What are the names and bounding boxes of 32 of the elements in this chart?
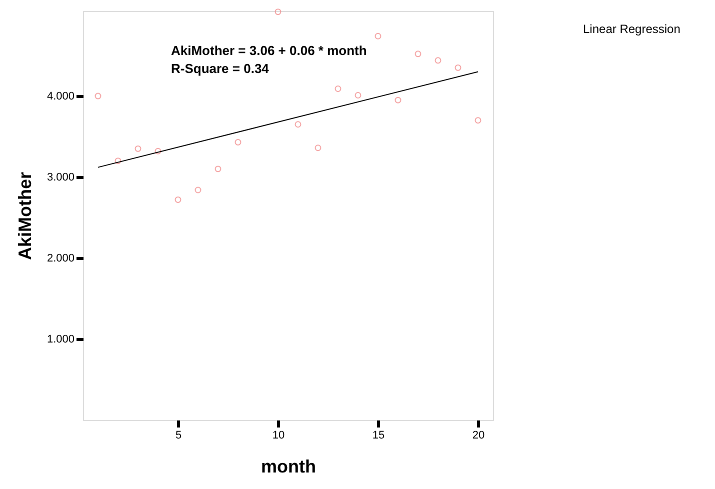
y-axis-title: AkiMother bbox=[14, 172, 35, 260]
point bbox=[94, 92, 102, 100]
annotation: R-Square = 0.34 bbox=[171, 61, 270, 76]
annotation: AkiMother = 3.06 + 0.06 * month bbox=[171, 43, 367, 58]
y-tick-label: 3.000 bbox=[46, 172, 74, 184]
point bbox=[114, 158, 122, 164]
point bbox=[334, 86, 342, 92]
point bbox=[214, 166, 222, 172]
x-tick-label: 15 bbox=[372, 430, 385, 442]
point bbox=[454, 64, 462, 71]
point bbox=[154, 148, 162, 154]
point bbox=[194, 186, 202, 194]
point bbox=[474, 117, 482, 124]
point bbox=[174, 196, 182, 203]
y-tick-label: 4.000 bbox=[46, 90, 74, 103]
x-axis-title: month bbox=[261, 456, 316, 476]
point bbox=[394, 96, 402, 104]
point bbox=[354, 92, 362, 98]
y-tick-label: 1.000 bbox=[46, 334, 74, 346]
x-tick-label: 5 bbox=[175, 430, 182, 442]
point bbox=[294, 121, 302, 128]
point bbox=[374, 32, 382, 40]
y-tick-label: 2.000 bbox=[46, 252, 74, 265]
point bbox=[134, 145, 142, 152]
x-tick-label: 10 bbox=[272, 430, 285, 442]
point bbox=[274, 8, 282, 16]
x-tick-label: 20 bbox=[472, 430, 485, 442]
point bbox=[314, 144, 322, 152]
point bbox=[434, 57, 442, 64]
text: Linear Regression bbox=[583, 22, 680, 36]
point bbox=[414, 50, 422, 58]
point bbox=[234, 138, 242, 146]
